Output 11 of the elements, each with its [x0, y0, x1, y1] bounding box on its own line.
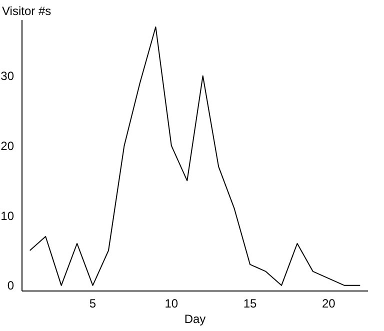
x-tick-label: 5 [89, 296, 96, 311]
y-tick-label: 30 [0, 69, 14, 84]
y-tick-label: 10 [0, 208, 14, 223]
x-tick-label: 20 [322, 296, 336, 311]
x-tick-label: 15 [243, 296, 258, 311]
y-tick-label: 20 [0, 138, 14, 153]
y-tick-label: 0 [7, 278, 14, 293]
y-axis-title: Visitor #s [2, 4, 52, 18]
x-axis-title: Day [184, 312, 206, 326]
line-series [29, 26, 361, 286]
x-tick-label: 10 [164, 296, 178, 311]
